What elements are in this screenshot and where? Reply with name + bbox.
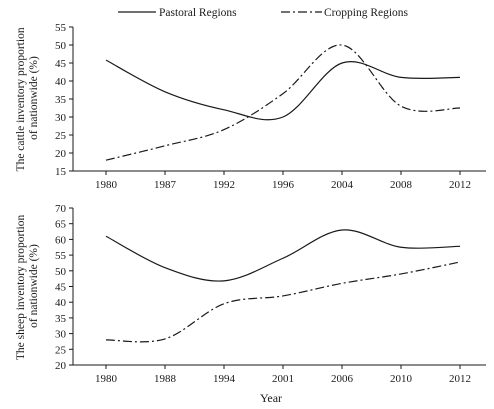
sheep-x-tick-label: 1988 (154, 373, 177, 385)
legend-label-pastoral: Pastoral Regions (159, 7, 237, 19)
cattle-series-pastoral-regions (105, 59, 461, 121)
legend: Pastoral Regions Cropping Regions (118, 7, 409, 19)
cattle-y-tick-label: 15 (55, 166, 67, 178)
cattle-y-tick-label: 55 (55, 22, 67, 34)
cattle-y-axis-label-line-2: of nationwide (%) (28, 56, 40, 140)
sheep-y-tick-label: 30 (55, 329, 67, 341)
cattle-y-axis-label: The cattle inventory proportion of natio… (15, 25, 40, 172)
sheep-y-axis-label-line-1: The sheep inventory proportion (15, 215, 27, 361)
cattle-y-tick-label: 40 (55, 76, 67, 88)
sheep-y-axis-label-line-2: of nationwide (%) (28, 244, 40, 328)
cattle-x-tick-label: 2012 (449, 179, 471, 191)
sheep-y-tick-label: 25 (55, 344, 67, 356)
cattle-y-tick-label: 50 (55, 40, 67, 52)
cattle-lines (105, 44, 461, 161)
sheep-x-tick-label: 1994 (213, 373, 236, 385)
sheep-x-tick-label: 2012 (449, 373, 471, 385)
cattle-y-tick-label: 45 (55, 58, 67, 70)
sheep-x-tick-label: 1980 (95, 373, 118, 385)
cattle-y-tick-label: 20 (55, 148, 67, 160)
sheep-panel: 20 25 30 35 40 45 50 55 60 65 70 1980 1988 1994 2001 20… (15, 203, 486, 405)
sheep-y-tick-label: 60 (55, 234, 67, 246)
sheep-y-tick-label: 70 (55, 203, 67, 215)
sheep-y-axis-label: The sheep inventory proportion of nation… (15, 212, 40, 360)
sheep-y-tick-label: 65 (55, 219, 67, 231)
cattle-x-tick-label: 1996 (272, 179, 295, 191)
cattle-x-tick-label: 2008 (390, 179, 413, 191)
cattle-x-tick-label: 2004 (331, 179, 354, 191)
sheep-x-tick-label: 2006 (331, 373, 354, 385)
cattle-y-tick-label: 30 (55, 112, 67, 124)
legend-label-cropping: Cropping Regions (324, 7, 409, 19)
sheep-y-tick-label: 55 (55, 250, 67, 262)
cattle-x-tick-label: 1980 (95, 179, 118, 191)
cattle-y-tick-label: 35 (55, 94, 67, 106)
sheep-axes: 20 25 30 35 40 45 50 55 60 65 70 1980 1988 1994 2001 20… (55, 203, 486, 385)
sheep-y-tick-label: 45 (55, 282, 67, 294)
sheep-y-tick-label: 50 (55, 266, 67, 278)
sheep-x-tick-label: 2010 (390, 373, 413, 385)
sheep-x-axis-label: Year (260, 391, 282, 405)
sheep-series-cropping-regions (105, 261, 461, 343)
cattle-x-tick-label: 1987 (154, 179, 177, 191)
sheep-y-tick-label: 40 (55, 297, 67, 309)
cattle-axes: 15 20 25 30 35 40 45 50 55 1980 1987 1992 1996 2004 20… (55, 22, 486, 191)
sheep-y-tick-label: 35 (55, 313, 67, 325)
cattle-panel: 15 20 25 30 35 40 45 50 55 1980 1987 1992 1996 2004 20… (15, 22, 486, 191)
sheep-y-tick-label: 20 (55, 360, 67, 372)
sheep-series-pastoral-regions (105, 229, 461, 282)
sheep-lines (105, 229, 461, 343)
cattle-y-tick-label: 25 (55, 130, 67, 142)
cattle-series-cropping-regions (105, 44, 461, 161)
sheep-x-tick-label: 2001 (272, 373, 294, 385)
cattle-x-tick-label: 1992 (213, 179, 235, 191)
cattle-y-axis-label-line-1: The cattle inventory proportion (15, 27, 27, 171)
